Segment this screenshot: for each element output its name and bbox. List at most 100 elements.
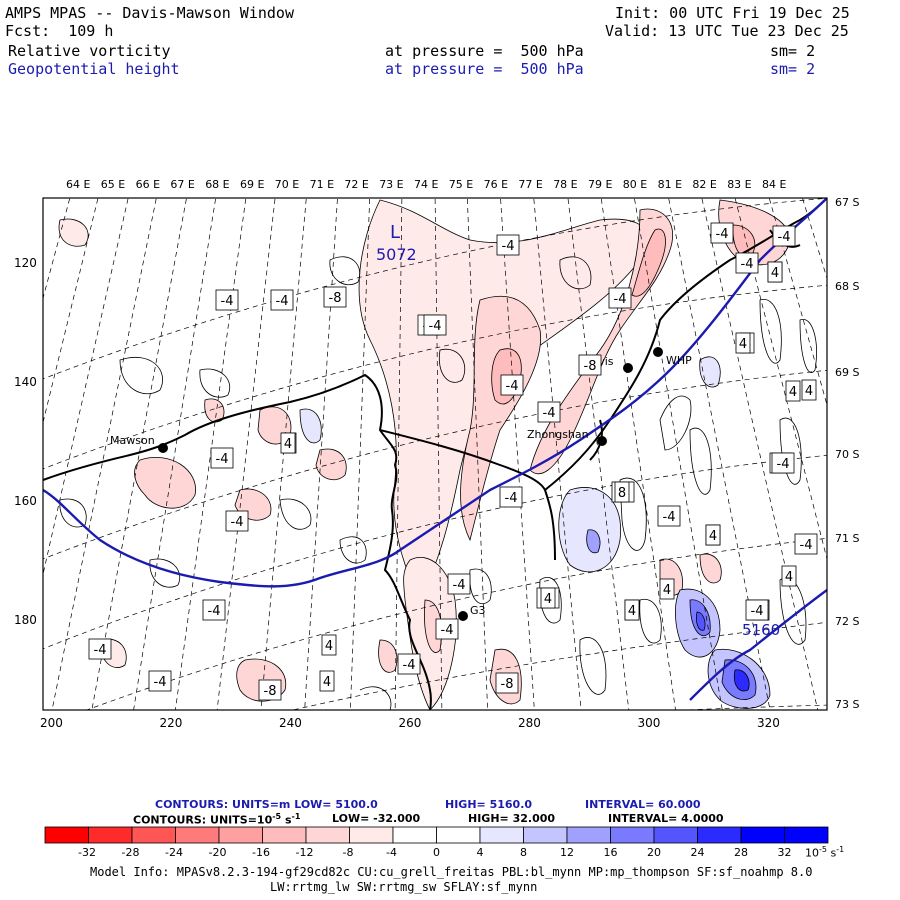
- y-tick-label: 120: [14, 256, 37, 270]
- vorticity-label-text: -4: [778, 230, 791, 245]
- longitude-label: 64 E: [66, 178, 91, 191]
- color-scale-label: -16: [252, 846, 270, 859]
- vorticity-contour-label: -4: [608, 287, 632, 309]
- vorticity-label-text: 4: [323, 675, 331, 690]
- vorticity-contour-label: 4: [735, 332, 751, 354]
- color-scale-swatch: [131, 826, 176, 844]
- vorticity-contour-label: 4: [624, 599, 640, 621]
- x-tick-label: 240: [279, 716, 302, 730]
- scale-unit-s: s: [830, 846, 837, 860]
- height-contour-units: CONTOURS: UNITS=m LOW= 5100.0: [155, 798, 378, 811]
- station-name-mawson: Mawson: [110, 434, 155, 447]
- model-info-line2: LW:rrtmg_lw SW:rrtmg_sw SFLAY:sf_mynn: [270, 880, 538, 894]
- station-dot-zhongshan: [597, 436, 607, 446]
- vorticity-label-text: -4: [741, 257, 754, 272]
- vorticity-contour-label: 4: [801, 379, 817, 401]
- vorticity-contour-label: -4: [397, 653, 421, 675]
- vorticity-label-text: -8: [501, 677, 514, 692]
- vorticity-contour-label: 4: [785, 380, 801, 402]
- color-scale-label: -12: [295, 846, 314, 859]
- vorticity-label-text: -4: [716, 227, 729, 242]
- color-scale-unit: 10-5 s-1: [805, 845, 844, 860]
- y-tick-label: 160: [14, 494, 37, 508]
- vorticity-label-text: 4: [709, 529, 717, 544]
- vorticity-contour-label: 4: [321, 634, 337, 656]
- vorticity-label-text: -4: [777, 457, 790, 472]
- scale-unit-exp2: -1: [836, 845, 845, 854]
- longitude-label: 77 E: [518, 178, 543, 191]
- longitude-label: 69 E: [240, 178, 265, 191]
- station-name-g3: G3: [470, 604, 486, 617]
- color-scale-swatch: [784, 826, 829, 844]
- color-scale-label: -8: [342, 846, 354, 859]
- vorticity-contour-label: 8: [614, 481, 630, 503]
- latitude-label: 68 S: [835, 280, 860, 293]
- vorticity-contour-label: -4: [270, 289, 294, 311]
- forecast-hour: Fcst: 109 h: [5, 22, 114, 40]
- vorticity-contour-label: 4: [280, 432, 296, 454]
- x-tick-label: 260: [398, 716, 422, 730]
- vorticity-label-text: -4: [506, 379, 519, 394]
- longitude-label: 83 E: [727, 178, 752, 191]
- vorticity-contour-label: -4: [745, 599, 769, 621]
- vorticity-label-text: -4: [441, 623, 454, 638]
- vorticity-label-text: 4: [663, 583, 671, 598]
- init-time: Init: 00 UTC Fri 19 Dec 25: [615, 4, 850, 22]
- latitude-label: 67 S: [835, 196, 860, 209]
- latitude-gridlines: [43, 198, 827, 710]
- longitude-label: 82 E: [692, 178, 717, 191]
- latitude-label: 71 S: [835, 532, 860, 545]
- color-scale-swatch: [697, 826, 742, 844]
- y-tick-label: 140: [14, 375, 37, 389]
- vorticity-label-text: -4: [94, 643, 107, 658]
- color-scale-label: -32: [78, 846, 96, 859]
- color-scale-label: -24: [165, 846, 183, 859]
- color-scale-swatch: [305, 826, 350, 844]
- vorticity-contour-label: -8: [578, 354, 602, 376]
- x-tick-label: 300: [637, 716, 661, 730]
- longitude-label: 78 E: [553, 178, 578, 191]
- color-scale-label: 32: [777, 846, 792, 859]
- longitude-label: 75 E: [448, 178, 474, 191]
- vorticity-label-text: -4: [543, 406, 556, 421]
- station-dot-g3: [458, 611, 468, 621]
- height-contour-interval: INTERVAL= 60.000: [585, 798, 701, 811]
- vort-units-exp: -5: [272, 812, 282, 821]
- station-dot-mawson: [158, 443, 168, 453]
- vorticity-contour-low: LOW= -32.000: [332, 812, 421, 825]
- vorticity-label-text: -8: [584, 359, 597, 374]
- vorticity-contour-label: -4: [710, 222, 734, 244]
- color-scale-label: 4: [476, 846, 484, 859]
- vorticity-label-text: -4: [614, 292, 627, 307]
- vorticity-contour-label: -4: [215, 289, 239, 311]
- vorticity-label-text: 4: [739, 337, 747, 352]
- longitude-label: 73 E: [379, 178, 404, 191]
- height-low-value: 5072: [376, 245, 417, 264]
- height-low-label: L: [390, 222, 400, 243]
- vorticity-contour-label: -4: [496, 234, 520, 256]
- vorticity-label-text: 4: [628, 604, 636, 619]
- valid-time: Valid: 13 UTC Tue 23 Dec 25: [605, 22, 849, 40]
- vorticity-contour-label: -4: [657, 505, 681, 527]
- field1-level: at pressure = 500 hPa: [385, 42, 584, 60]
- vorticity-contour-label: -4: [735, 252, 759, 274]
- vorticity-label-text: 4: [284, 437, 292, 452]
- vorticity-label-text: 4: [771, 266, 779, 281]
- color-scale-swatch: [44, 826, 89, 844]
- color-scale-label: 28: [734, 846, 748, 859]
- color-scale-label: -4: [386, 846, 397, 859]
- vorticity-contour-label: -4: [148, 670, 172, 692]
- color-scale-swatch: [349, 826, 394, 844]
- x-tick-label: 280: [518, 716, 541, 730]
- scale-unit-base: 10: [805, 846, 819, 860]
- vorticity-contour-label: -4: [202, 599, 226, 621]
- vorticity-contour-label: 4: [659, 578, 675, 600]
- vorticity-label-text: -8: [329, 291, 342, 306]
- vorticity-label-text: -4: [403, 658, 416, 673]
- model-info-line1: Model Info: MPASv8.2.3-194-gf29cd82c CU:…: [90, 865, 813, 879]
- height-contour-label: 5160: [742, 621, 780, 639]
- vorticity-contour-high: HIGH= 32.000: [468, 812, 556, 825]
- longitude-label: 76 E: [483, 178, 509, 191]
- height-contours: [43, 198, 827, 701]
